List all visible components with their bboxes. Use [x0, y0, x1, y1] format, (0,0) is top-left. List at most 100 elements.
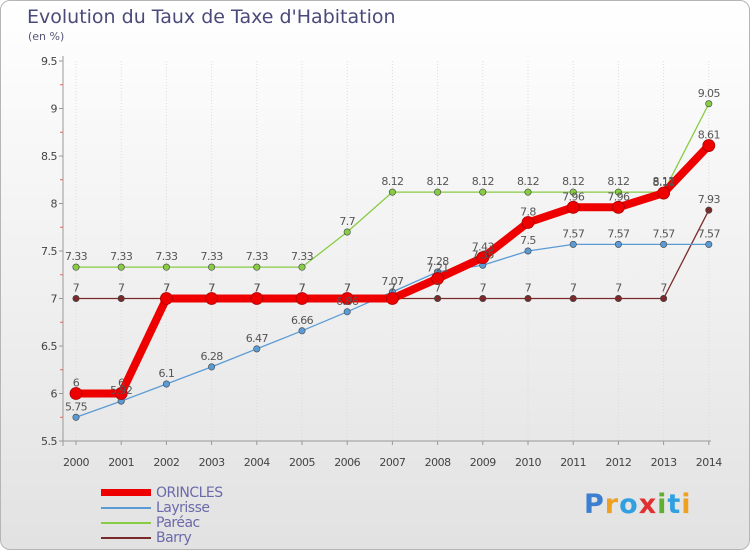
- x-tick-label: 2014: [696, 456, 722, 469]
- data-point: [702, 139, 716, 152]
- data-label: 8.12: [427, 175, 449, 188]
- data-point: [343, 228, 351, 236]
- data-label: 7: [208, 282, 215, 295]
- data-point: [569, 240, 577, 248]
- data-label: 7: [389, 282, 396, 295]
- data-point: [205, 292, 219, 305]
- data-point: [566, 200, 580, 214]
- data-label: 7: [615, 282, 622, 295]
- y-tick-label: 8: [51, 198, 58, 211]
- data-point: [72, 413, 80, 421]
- x-tick-label: 2003: [199, 456, 225, 469]
- data-point: [612, 200, 625, 214]
- x-tick-label: 2000: [63, 456, 89, 469]
- data-point: [431, 272, 445, 285]
- data-point: [569, 188, 577, 196]
- data-label: 7.96: [562, 190, 585, 203]
- data-label: 7.7: [339, 215, 355, 228]
- y-tick-label: 5.5: [41, 435, 57, 448]
- data-point: [614, 294, 622, 302]
- data-label: 7: [525, 282, 532, 295]
- data-label: 7.57: [562, 227, 585, 240]
- y-tick-label: 6.5: [41, 340, 57, 353]
- data-label: 7.33: [246, 250, 269, 263]
- data-label: 7: [480, 282, 487, 295]
- data-labels: 6 6 7 7 7 7 7 7 7.21 7.43 7.8 7.96 7.96 8.11 8.61 5.75 5…: [65, 87, 721, 414]
- data-point: [114, 387, 128, 400]
- data-label: 7: [254, 282, 261, 295]
- data-point: [434, 188, 442, 196]
- data-point: [434, 294, 442, 302]
- x-tick-label: 2001: [108, 456, 134, 469]
- data-point: [298, 263, 306, 271]
- legend-item: Layrisse: [101, 500, 223, 516]
- data-label: 8.12: [562, 175, 584, 188]
- data-label: 7.57: [653, 227, 676, 240]
- data-label: 6: [118, 377, 125, 390]
- data-point: [72, 263, 80, 271]
- proxiti-logo: Proxiti: [584, 489, 692, 520]
- data-point: [295, 292, 309, 305]
- data-label: 7.21: [427, 262, 449, 275]
- data-label: 6.47: [246, 332, 269, 345]
- x-tick-label: 2010: [515, 456, 541, 469]
- data-point: [660, 240, 668, 248]
- data-label: 7.33: [155, 250, 178, 263]
- data-point: [253, 345, 261, 353]
- legend-swatch: [101, 489, 151, 496]
- data-label: 9.05: [698, 87, 721, 100]
- axes: 5.5 6 6.5 7 7.5 8 8.5 9 9.5 2000 2001 2002 2003 2004 2…: [41, 55, 723, 469]
- data-label: 8.12: [381, 175, 403, 188]
- legend-label: Paréac: [156, 514, 200, 531]
- x-tick-label: 2005: [289, 456, 315, 469]
- data-label: 5.75: [65, 400, 88, 413]
- data-label: 7: [118, 282, 125, 295]
- legend-swatch: [101, 536, 151, 539]
- data-point: [72, 294, 80, 302]
- data-label: 8.11: [653, 176, 675, 189]
- data-point: [208, 263, 216, 271]
- data-point: [569, 294, 577, 302]
- data-label: 7: [299, 282, 306, 295]
- data-label: 7: [163, 282, 170, 295]
- x-tick-label: 2009: [470, 456, 496, 469]
- data-label: 7: [299, 282, 306, 295]
- data-point: [614, 188, 622, 196]
- chart-subtitle: (en %): [28, 30, 65, 43]
- data-point: [117, 263, 125, 271]
- data-point: [208, 363, 216, 371]
- data-label: 6.66: [291, 314, 314, 327]
- data-point: [479, 294, 487, 302]
- legend-item: Barry: [101, 530, 223, 546]
- logo-letter: x: [638, 489, 658, 520]
- data-label: 6.86: [336, 295, 359, 308]
- x-tick-label: 2012: [605, 456, 631, 469]
- x-tick-label: 2013: [651, 456, 677, 469]
- data-point: [705, 240, 713, 248]
- series: [69, 100, 716, 421]
- data-label: 8.61: [698, 129, 720, 142]
- data-point: [705, 206, 713, 214]
- data-label: 7.43: [472, 241, 495, 254]
- data-point: [253, 263, 261, 271]
- data-point: [705, 100, 713, 108]
- legend-item: ORINCLES: [101, 485, 223, 501]
- x-tick-label: 2002: [153, 456, 179, 469]
- x-tick-label: 2006: [334, 456, 360, 469]
- data-label: 7: [660, 282, 667, 295]
- data-point: [250, 292, 264, 305]
- data-label: 6: [73, 377, 80, 390]
- data-label: 7.33: [110, 250, 133, 263]
- data-label: 7.28: [427, 255, 450, 268]
- data-label: 6.28: [201, 350, 224, 363]
- logo-letter: t: [667, 489, 682, 520]
- data-label: 7.35: [472, 248, 495, 261]
- y-tick-label: 9: [51, 103, 58, 116]
- legend-swatch: [101, 506, 151, 509]
- data-label: 7.33: [291, 250, 314, 263]
- chart-title: Evolution du Taux de Taxe d'Habitation: [27, 6, 396, 28]
- data-point: [479, 188, 487, 196]
- logo-letter: r: [604, 489, 620, 520]
